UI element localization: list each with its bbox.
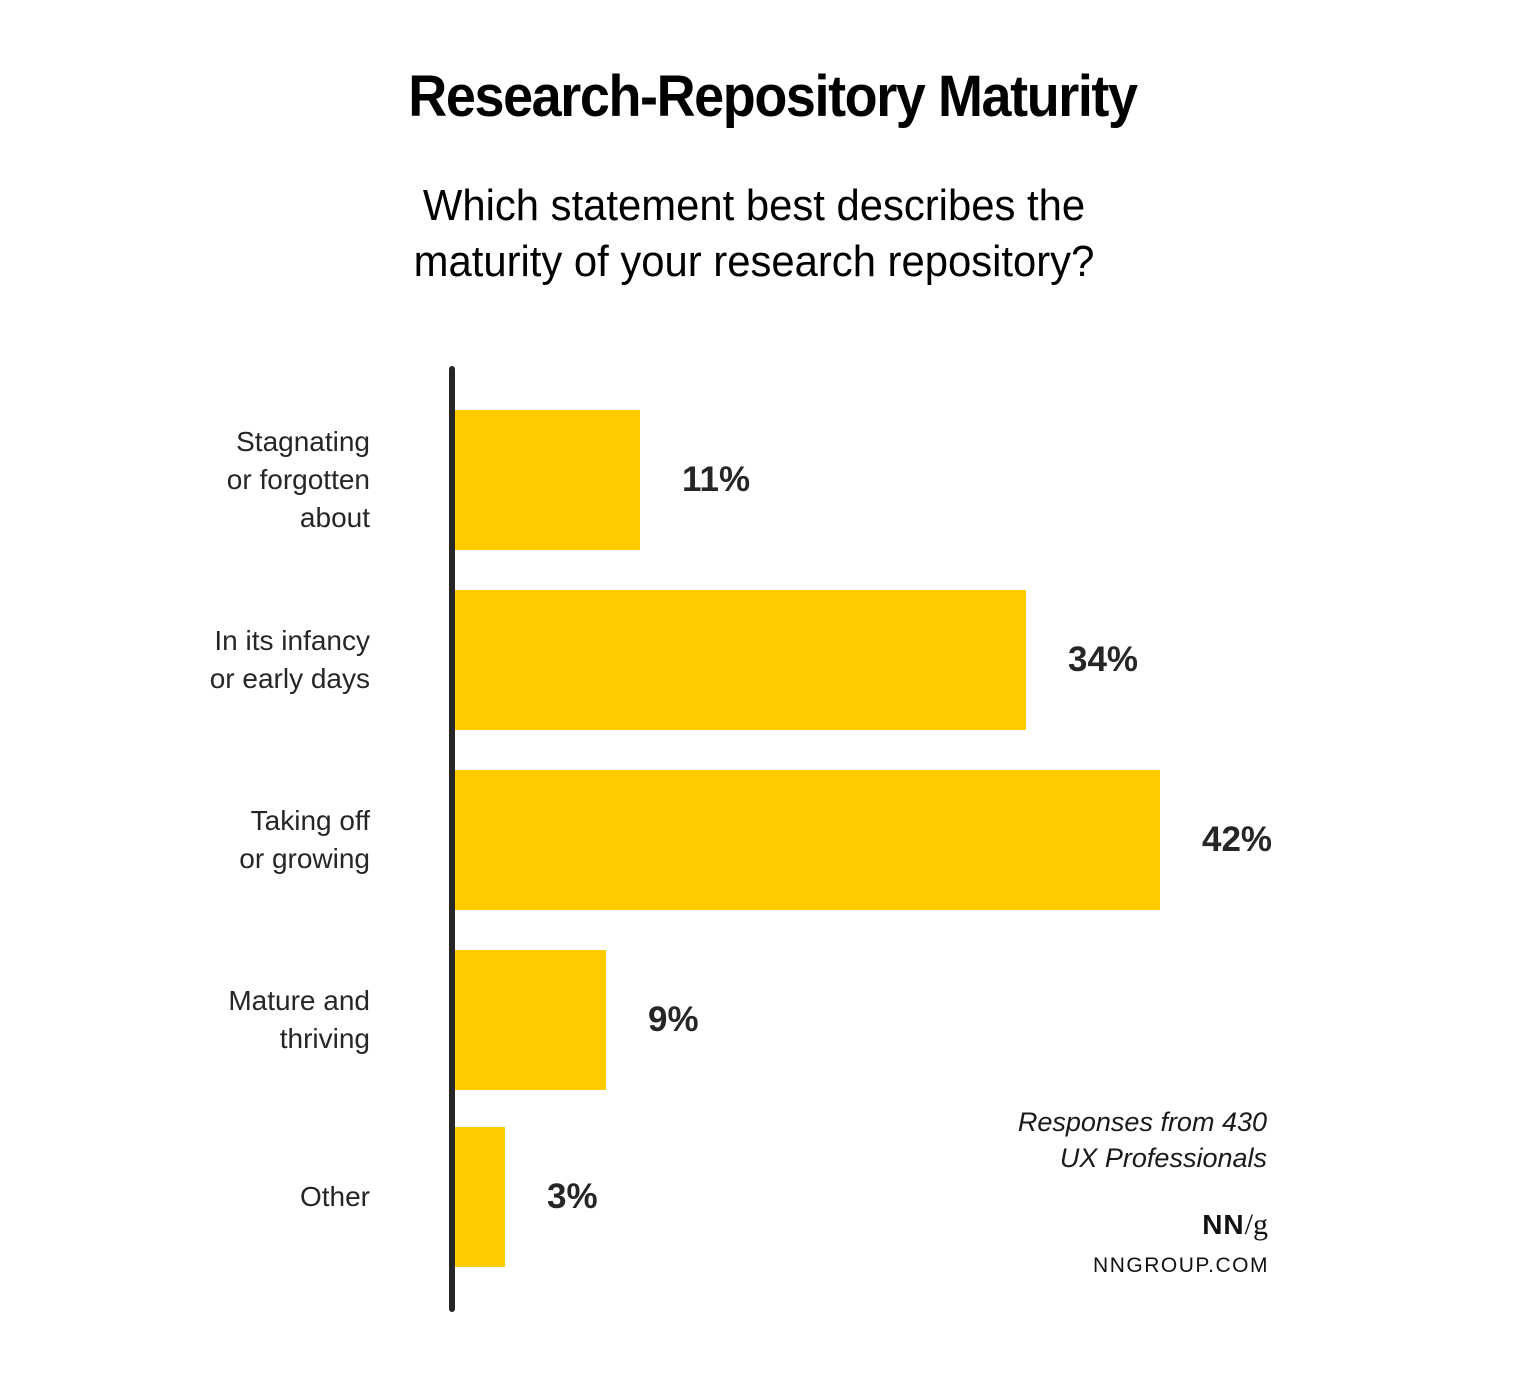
category-label-line: or growing [239,843,370,874]
nng-logo: NN/g [1202,1207,1268,1243]
category-label-line: or forgotten [226,464,370,495]
category-label-line: thriving [279,1023,370,1054]
category-label-line: about [299,502,370,533]
category-label: In its infancy or early days [210,590,370,730]
bar-row: Stagnating or forgotten about 11% [0,410,1520,550]
brand-url: NNGROUP.COM [1093,1254,1269,1277]
bar [455,410,640,550]
bar-row: Taking off or growing 42% [0,770,1520,910]
category-label: Taking off or growing [239,770,370,910]
bar [455,770,1160,910]
value-label: 9% [648,1000,699,1039]
chart-title: Research-Repository Maturity [408,64,1138,129]
category-label-line: Stagnating [236,426,370,457]
logo-slash-g: /g [1244,1208,1268,1241]
category-label-line: or early days [209,663,370,694]
note-line-1: Responses from 430 [1017,1107,1267,1137]
category-label: Other [300,1127,370,1267]
note-line-2: UX Professionals [1059,1143,1267,1173]
bar [455,590,1026,730]
subtitle-line-2: maturity of your research repository? [413,237,1095,286]
bar-row: Other 3% [0,1127,1520,1267]
value-label: 11% [682,460,751,499]
chart-subtitle: Which statement best describes the matur… [38,178,1471,290]
bar-row: In its infancy or early days 34% [0,590,1520,730]
category-label-line: Mature and [228,985,370,1016]
subtitle-line-1: Which statement best describes the [422,181,1086,230]
category-label: Stagnating or forgotten about [227,410,370,550]
bar [455,1127,505,1267]
category-label: Mature and thriving [228,950,370,1090]
category-label-line: In its infancy [214,625,370,656]
logo-nn: NN [1202,1209,1245,1240]
value-label: 34% [1068,640,1139,679]
bar [455,950,606,1090]
category-label-line: Other [299,1181,370,1212]
value-label: 42% [1202,820,1273,859]
category-label-line: Taking off [250,805,370,836]
y-axis-line [449,366,455,1312]
sample-size-note: Responses from 430 UX Professionals [1018,1104,1267,1176]
bar-row: Mature and thriving 9% [0,950,1520,1090]
value-label: 3% [547,1177,598,1216]
